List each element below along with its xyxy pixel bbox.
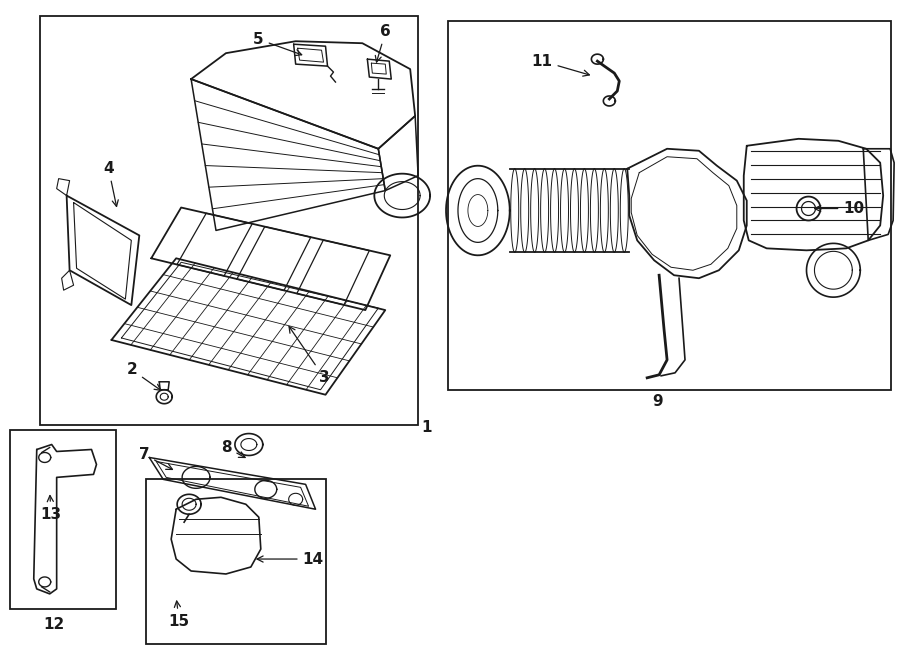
Text: 15: 15 bbox=[168, 601, 190, 629]
Text: 3: 3 bbox=[289, 327, 329, 385]
Text: 11: 11 bbox=[532, 54, 590, 76]
Text: 6: 6 bbox=[375, 24, 391, 62]
Text: 5: 5 bbox=[253, 32, 302, 56]
Bar bbox=[147, 479, 326, 644]
Text: 12: 12 bbox=[43, 617, 64, 632]
Bar bbox=[40, 17, 418, 424]
Text: 8: 8 bbox=[221, 440, 245, 457]
Text: 2: 2 bbox=[127, 362, 161, 391]
Text: 14: 14 bbox=[257, 551, 324, 566]
Text: 13: 13 bbox=[40, 496, 61, 522]
Text: 4: 4 bbox=[104, 161, 118, 206]
Bar bbox=[448, 21, 891, 390]
Text: 7: 7 bbox=[139, 447, 173, 469]
Text: 9: 9 bbox=[652, 394, 662, 408]
Text: 1: 1 bbox=[421, 420, 432, 435]
Text: 10: 10 bbox=[814, 201, 865, 216]
Bar bbox=[10, 430, 116, 609]
